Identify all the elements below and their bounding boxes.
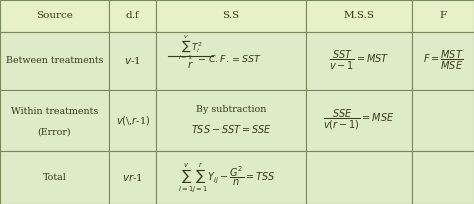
Text: $r$: $r$ [187, 59, 194, 70]
Text: Source: Source [36, 11, 73, 20]
Bar [412, 0, 474, 32]
Bar [0, 90, 109, 151]
Text: S.S: S.S [222, 11, 240, 20]
Bar [109, 0, 156, 32]
Bar [156, 0, 306, 32]
Bar [412, 151, 474, 204]
Bar [0, 32, 109, 90]
Text: $\dfrac{SST}{v-1} = MST$: $\dfrac{SST}{v-1} = MST$ [329, 49, 389, 72]
Text: $v$-1: $v$-1 [124, 55, 141, 66]
Text: Within treatments: Within treatments [11, 107, 98, 116]
Bar [109, 151, 156, 204]
Bar [156, 90, 306, 151]
Bar [0, 151, 109, 204]
Bar [412, 32, 474, 90]
Text: $\sum_{i=1}^{v}\sum_{j=1}^{r} Y_{ij} - \dfrac{G^2}{n} = TSS$: $\sum_{i=1}^{v}\sum_{j=1}^{r} Y_{ij} - \… [178, 161, 275, 194]
Text: $\dfrac{SSE}{v(r-1)} = MSE$: $\dfrac{SSE}{v(r-1)} = MSE$ [323, 108, 395, 132]
Bar [306, 90, 412, 151]
Text: $vr$-1: $vr$-1 [122, 172, 143, 183]
Bar [0, 0, 109, 32]
Text: $v($\,$r$-1$)$: $v($\,$r$-1$)$ [116, 114, 150, 127]
Bar [412, 90, 474, 151]
Text: F: F [439, 11, 447, 20]
Bar [306, 151, 412, 204]
Text: (Error): (Error) [38, 127, 71, 136]
Text: d.f: d.f [126, 11, 139, 20]
Bar [156, 32, 306, 90]
Text: $-\ C.F. = SST$: $-\ C.F. = SST$ [197, 53, 263, 64]
Text: Between treatments: Between treatments [6, 56, 103, 65]
Text: $F = \dfrac{MST}{MSE}$: $F = \dfrac{MST}{MSE}$ [423, 49, 464, 72]
Text: $\sum_{i=1}^{v} T_i^{2}$: $\sum_{i=1}^{v} T_i^{2}$ [178, 33, 203, 62]
Bar [109, 32, 156, 90]
Bar [109, 90, 156, 151]
Bar [306, 32, 412, 90]
Text: M.S.S: M.S.S [344, 11, 374, 20]
Text: $TSS - SST = SSE$: $TSS - SST = SSE$ [191, 123, 272, 134]
Text: By subtraction: By subtraction [196, 105, 266, 114]
Bar [306, 0, 412, 32]
Text: Total: Total [43, 173, 66, 182]
Bar [156, 151, 306, 204]
